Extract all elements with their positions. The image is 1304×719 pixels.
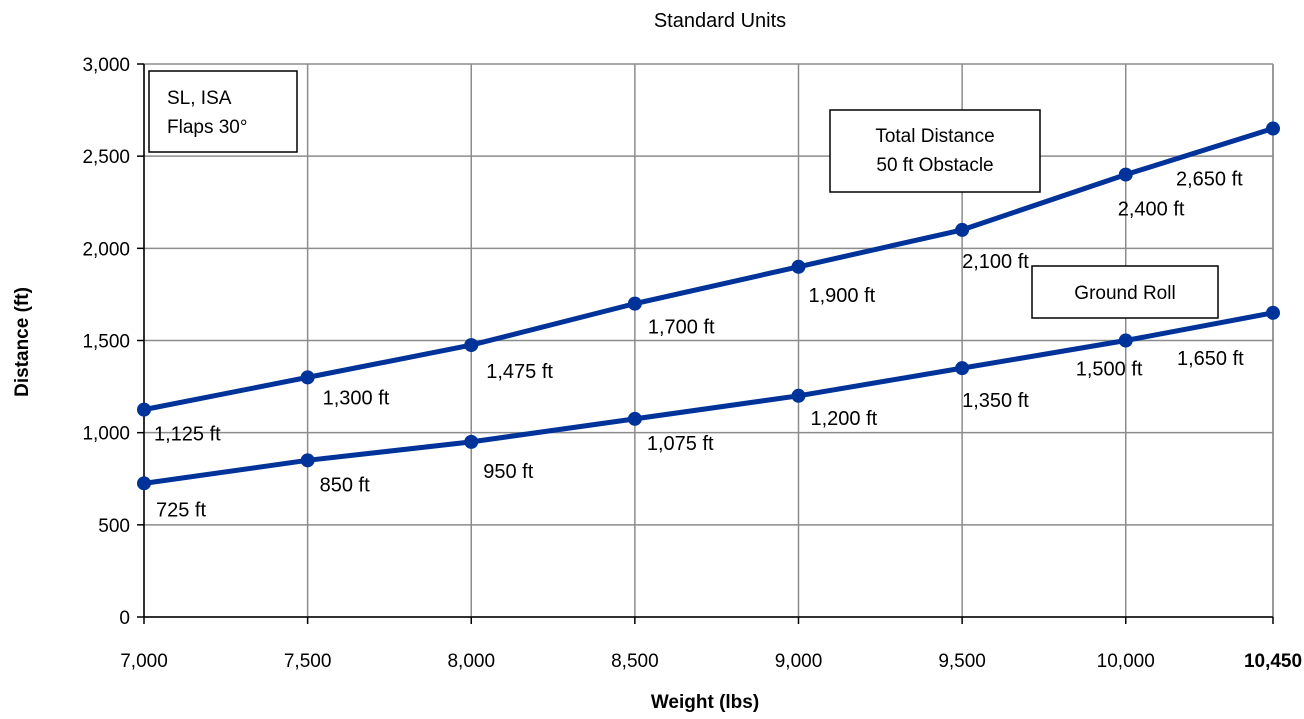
ground-roll-data-label: 725 ft (156, 499, 206, 521)
ground-roll-point (1266, 305, 1280, 320)
x-tick-label: 9,500 (938, 651, 986, 672)
total-distance-point (1118, 167, 1133, 182)
ground-roll-data-label: 1,200 ft (810, 408, 877, 430)
ground-roll-data-label: 950 ft (483, 461, 533, 483)
data-series (137, 121, 1280, 491)
grid-lines (143, 63, 1274, 618)
ground-roll-data-label: 850 ft (320, 474, 370, 496)
ground-roll-data-label: 1,500 ft (1076, 359, 1143, 381)
y-tick-label: 1,500 (82, 332, 130, 353)
ground-roll-point (300, 453, 315, 468)
total-distance-data-label: 2,650 ft (1176, 169, 1243, 191)
total-distance-data-label: 1,900 ft (808, 285, 875, 307)
ground-roll-label: Ground Roll (1074, 283, 1175, 304)
total-distance-data-label: 1,475 ft (486, 361, 553, 383)
y-tick-label: 500 (98, 516, 130, 537)
y-axis-label: Distance (ft) (12, 287, 33, 397)
total-distance-point (791, 259, 806, 274)
ground-roll-point (137, 476, 151, 491)
ground-roll-data-label: 1,650 ft (1177, 348, 1244, 370)
ground-roll-callout: Ground Roll (1031, 265, 1219, 319)
data-labels: 1,125 ft 1,300 ft 1,475 ft 1,700 ft 1,900 ft… (154, 169, 1244, 522)
total-distance-point (955, 222, 970, 237)
x-tick-label: 8,000 (447, 651, 495, 672)
total-distance-point (1266, 121, 1280, 136)
total-distance-line-2: 50 ft Obstacle (876, 155, 993, 176)
ground-roll-point (955, 361, 970, 376)
y-tick-label: 3,000 (82, 55, 130, 76)
total-distance-box-frame (829, 109, 1041, 193)
axes (137, 63, 1274, 624)
x-tick-label: 7,500 (284, 651, 332, 672)
x-axis-label: Weight (lbs) (651, 692, 759, 713)
total-distance-callout: Total Distance 50 ft Obstacle (829, 109, 1041, 193)
y-tick-label: 0 (119, 608, 130, 629)
total-distance-point (464, 338, 479, 353)
x-tick-label: 7,000 (120, 651, 168, 672)
ground-roll-point (627, 411, 642, 426)
y-tick-label: 1,000 (82, 424, 130, 445)
tick-labels: 0 500 1,000 1,500 2,000 2,500 3,000 7,000 7,500 8… (82, 55, 1302, 672)
total-distance-data-label: 2,400 ft (1118, 199, 1185, 221)
ground-roll-point (464, 434, 479, 449)
y-tick-label: 2,500 (82, 147, 130, 168)
ground-roll-box-frame (1031, 265, 1219, 319)
conditions-box-frame (148, 70, 298, 153)
ground-roll-data-label: 1,350 ft (962, 390, 1029, 412)
total-distance-data-label: 1,300 ft (323, 387, 390, 409)
x-tick-label: 8,500 (611, 651, 659, 672)
total-distance-data-label: 2,100 ft (962, 251, 1029, 273)
total-distance-data-label: 1,125 ft (154, 424, 221, 446)
total-distance-point (300, 370, 315, 385)
conditions-box: SL, ISA Flaps 30° (148, 70, 298, 153)
conditions-line-1: SL, ISA (167, 88, 232, 109)
ground-roll-point (1118, 333, 1133, 348)
x-tick-label: 10,000 (1097, 651, 1155, 672)
ground-roll-line (143, 310, 1274, 486)
total-distance-line-1: Total Distance (875, 126, 994, 147)
x-tick-label: 10,450 (1244, 651, 1302, 672)
total-distance-line (143, 126, 1274, 413)
total-distance-data-label: 1,700 ft (648, 317, 715, 339)
chart-title: Standard Units (654, 10, 786, 32)
y-tick-label: 2,000 (82, 239, 130, 260)
ground-roll-point (791, 388, 806, 403)
conditions-line-2: Flaps 30° (167, 117, 247, 138)
total-distance-point (627, 296, 642, 311)
total-distance-point (137, 402, 151, 417)
x-tick-label: 9,000 (775, 651, 823, 672)
ground-roll-data-label: 1,075 ft (647, 433, 714, 455)
